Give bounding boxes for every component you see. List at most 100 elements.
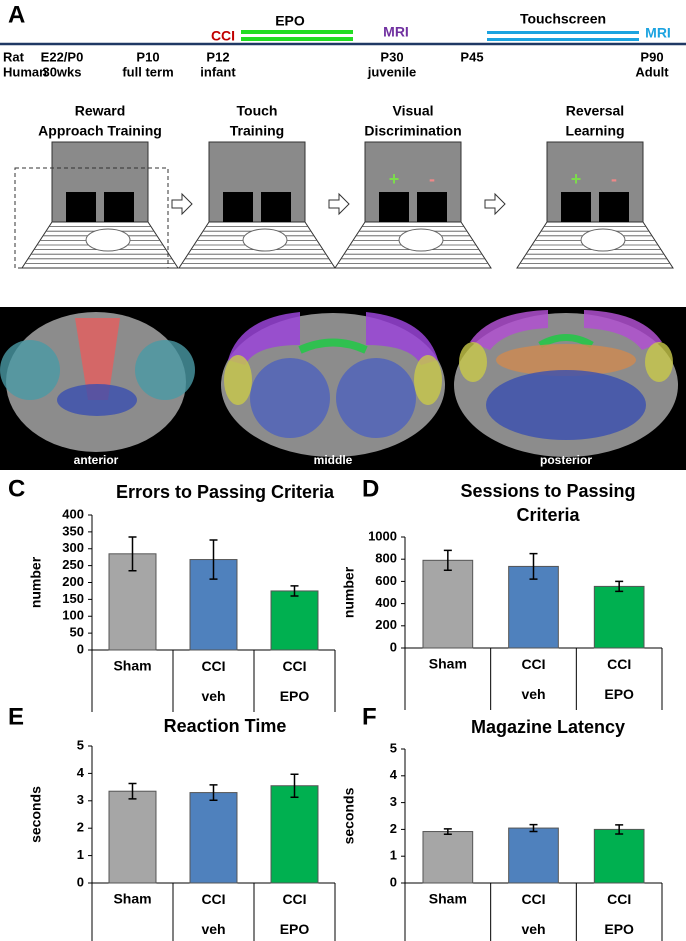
- x-tick-label: CCI veh: [201, 891, 225, 937]
- stage-title: Reward: [75, 103, 126, 119]
- y-tick-label: 0: [390, 639, 397, 654]
- chart-title: Reaction Time: [164, 716, 287, 736]
- window: [599, 192, 629, 222]
- error-bar: [443, 828, 452, 835]
- epo-bar: [241, 30, 353, 34]
- dashed-box: [14, 167, 169, 269]
- y-axis-label: number: [341, 566, 357, 618]
- stage-title: Reversal: [566, 103, 624, 119]
- y-tick-label: 3: [77, 792, 84, 807]
- y-tick-label: 600: [375, 573, 397, 588]
- rat: [85, 228, 131, 252]
- bar: [593, 828, 645, 884]
- rat-age: P45: [460, 49, 483, 64]
- error-bar: [529, 823, 538, 833]
- error-bar: [615, 580, 624, 593]
- y-tick-label: 2: [77, 820, 84, 835]
- chart-title: Errors to Passing Criteria: [116, 482, 335, 502]
- arrow: [484, 192, 506, 216]
- rat-age: E22/P0: [41, 49, 84, 64]
- bar: [189, 792, 238, 884]
- stage-title: Training: [230, 123, 284, 139]
- panel-letter: F: [362, 703, 377, 730]
- panel-letter: A: [8, 1, 25, 28]
- y-tick-label: 100: [62, 608, 84, 623]
- minus-sign: -: [429, 169, 435, 189]
- section-label: middle: [314, 453, 353, 467]
- brain-middle: [221, 312, 445, 457]
- section-label: posterior: [540, 453, 592, 467]
- section-label: anterior: [74, 453, 119, 467]
- error-bar: [615, 824, 624, 835]
- x-tick-label: CCI veh: [521, 891, 545, 937]
- y-tick-label: 400: [62, 506, 84, 521]
- rat: [242, 228, 288, 252]
- rat-age: P30: [380, 49, 403, 64]
- rat-age: P10: [136, 49, 159, 64]
- human-age: juvenile: [367, 64, 416, 79]
- y-tick-label: 1000: [368, 528, 397, 543]
- error-bar: [209, 539, 218, 580]
- window: [379, 192, 409, 222]
- y-tick-label: 0: [77, 874, 84, 889]
- x-tick-label: Sham: [429, 656, 467, 672]
- y-tick-label: 2: [390, 821, 397, 836]
- rat-age: P12: [206, 49, 229, 64]
- chart-title: Sessions to Passing Criteria: [460, 481, 635, 525]
- y-tick-label: 250: [62, 557, 84, 572]
- y-tick-label: 200: [375, 617, 397, 632]
- chart-title: Magazine Latency: [471, 717, 625, 737]
- window: [561, 192, 591, 222]
- rat: [398, 228, 444, 252]
- error-bar: [290, 773, 299, 798]
- window: [261, 192, 291, 222]
- y-tick-label: 3: [390, 794, 397, 809]
- panel-letter: B: [8, 310, 25, 337]
- window: [66, 192, 96, 222]
- rat-age: P90: [640, 49, 663, 64]
- error-bar: [128, 782, 137, 800]
- row-label: Rat: [3, 49, 25, 64]
- epo-bar: [241, 37, 353, 41]
- y-tick-label: 50: [70, 625, 84, 640]
- y-tick-label: 1: [390, 848, 397, 863]
- brain-posterior: [454, 310, 678, 457]
- plus-sign: +: [571, 169, 582, 189]
- bar: [270, 590, 319, 651]
- window: [417, 192, 447, 222]
- y-tick-label: 0: [390, 874, 397, 889]
- error-bar: [529, 552, 538, 580]
- event-epo: EPO: [275, 13, 305, 29]
- y-tick-label: 0: [77, 641, 84, 656]
- y-tick-label: 150: [62, 591, 84, 606]
- panel-letter: E: [8, 703, 24, 730]
- x-tick-label: CCI EPO: [604, 891, 634, 937]
- bar: [508, 827, 559, 884]
- plus-sign: +: [389, 169, 400, 189]
- row-label: Human: [3, 64, 47, 79]
- touchscreen-bar: [487, 31, 639, 34]
- bar: [270, 785, 319, 884]
- event-touchscreen: Touchscreen: [520, 11, 606, 27]
- arrow: [328, 192, 350, 216]
- human-age: full term: [122, 64, 173, 79]
- y-tick-label: 200: [62, 574, 84, 589]
- y-tick-label: 4: [77, 765, 85, 780]
- y-tick-label: 1: [77, 847, 84, 862]
- y-tick-label: 5: [390, 740, 397, 755]
- x-tick-label: CCI veh: [201, 658, 225, 704]
- x-tick-label: CCI veh: [521, 656, 545, 702]
- bar: [422, 831, 474, 884]
- bar: [593, 585, 645, 649]
- stage-title: Visual: [393, 103, 434, 119]
- stage-title: Discrimination: [364, 123, 461, 139]
- error-bar: [290, 585, 299, 597]
- brain-anterior: [0, 312, 195, 452]
- panel-letter: C: [8, 475, 25, 502]
- y-tick-label: 400: [375, 595, 397, 610]
- bar: [108, 790, 157, 884]
- stage-title: Learning: [565, 123, 624, 139]
- error-bar: [209, 784, 218, 802]
- window: [104, 192, 134, 222]
